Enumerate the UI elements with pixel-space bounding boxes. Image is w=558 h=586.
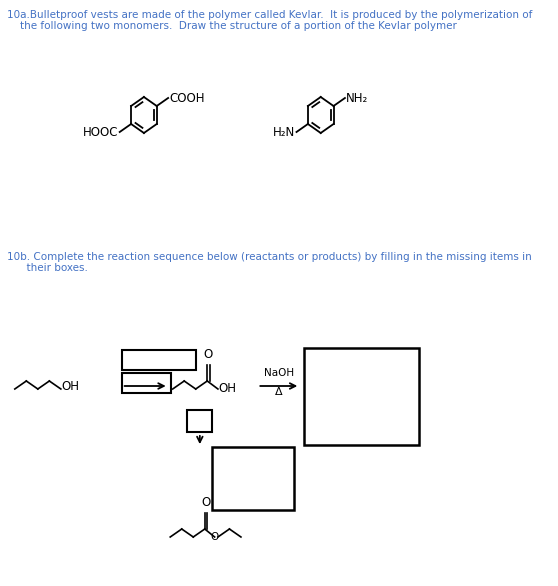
- Bar: [304, 348, 420, 445]
- Text: OH: OH: [218, 381, 236, 394]
- Text: Δ: Δ: [275, 387, 282, 397]
- Text: H₂N: H₂N: [273, 125, 295, 138]
- Text: O: O: [204, 348, 213, 361]
- Bar: [122, 350, 196, 370]
- Text: 10b. Complete the reaction sequence below (reactants or products) by filling in : 10b. Complete the reaction sequence belo…: [7, 252, 531, 262]
- Text: 10a.Bulletproof vests are made of the polymer called Kevlar.  It is produced by : 10a.Bulletproof vests are made of the po…: [7, 10, 532, 20]
- Text: HOOC: HOOC: [83, 125, 118, 138]
- Text: the following two monomers.  Draw the structure of a portion of the Kevlar polym: the following two monomers. Draw the str…: [7, 21, 456, 31]
- Text: NaOH: NaOH: [264, 368, 294, 378]
- Text: their boxes.: their boxes.: [7, 263, 88, 273]
- Text: O: O: [201, 496, 210, 509]
- Text: COOH: COOH: [169, 91, 204, 104]
- Text: NH₂: NH₂: [346, 91, 368, 104]
- Bar: [122, 373, 171, 393]
- Bar: [187, 410, 212, 432]
- Bar: [212, 447, 295, 510]
- Text: OH: OH: [62, 380, 80, 394]
- Text: O: O: [210, 532, 219, 542]
